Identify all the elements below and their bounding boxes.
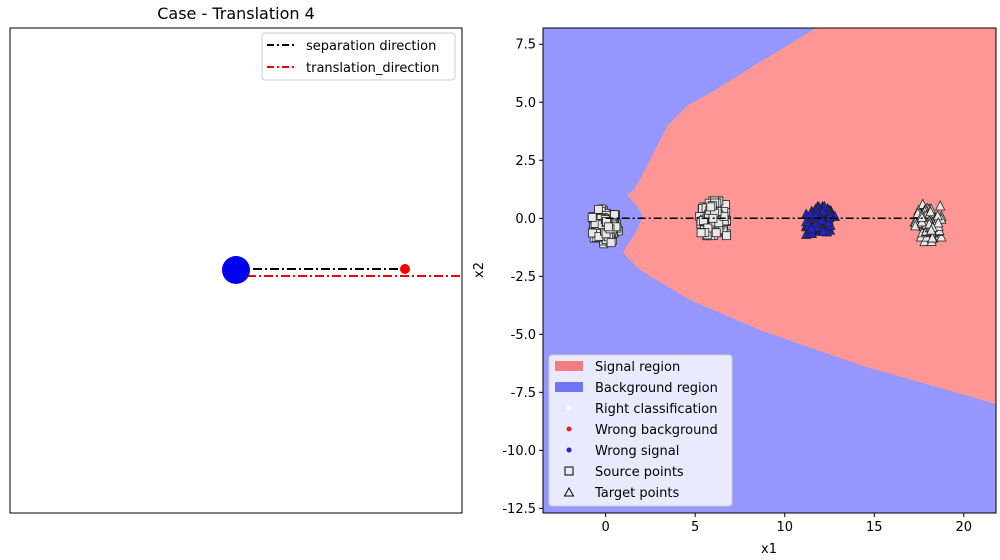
y-tick-label: -10.0 (502, 444, 536, 459)
legend-signal-region-label: Signal region (595, 360, 680, 375)
legend-separation-label: separation direction (306, 39, 436, 54)
source-point (698, 216, 708, 225)
legend-wrong-signal-label: Wrong signal (595, 444, 679, 459)
x-axis-label: x1 (761, 542, 777, 557)
target-point (935, 200, 946, 211)
source-point (587, 212, 597, 222)
source-point (603, 222, 613, 232)
right-plot-frame (542, 27, 997, 514)
target-center-dot (400, 264, 410, 274)
legend-signal-region-swatch (555, 361, 583, 371)
y-axis-label: x2 (472, 262, 487, 278)
x-tick-label: 20 (955, 520, 972, 535)
right-chart: 0 5 10 15 20 -12.5 -10.0 -7.5 -5.0 -2.5 0.0 2.5 5.0 7… (472, 27, 997, 557)
source-point (594, 204, 603, 214)
target-point (927, 232, 938, 243)
y-tick-label: -2.5 (511, 270, 536, 285)
source-point (696, 228, 706, 238)
legend-wrong-signal-marker (566, 447, 572, 453)
legend-wrong-background-marker (566, 426, 572, 432)
legend-source-points-label: Source points (595, 465, 684, 480)
right-axes: 0 5 10 15 20 -12.5 -10.0 -7.5 -5.0 -2.5 0.0 2.5 5.0 7… (502, 38, 972, 535)
target-point (936, 231, 947, 242)
source-point (722, 231, 731, 241)
y-tick-label: -12.5 (502, 502, 536, 517)
left-chart: Case - Translation 4 separation directio… (9, 4, 463, 514)
left-legend-box (261, 32, 456, 81)
source-point (711, 228, 721, 238)
legend-target-points-marker (563, 486, 575, 497)
legend-source-points-marker (564, 466, 574, 476)
x-tick-label: 0 (602, 520, 610, 535)
y-tick-label: 5.0 (515, 96, 536, 111)
source-point (706, 202, 716, 212)
y-tick-label: 0.0 (515, 212, 536, 227)
x-tick-label: 10 (776, 520, 793, 535)
y-tick-label: 7.5 (515, 38, 536, 53)
target-point (818, 225, 829, 236)
y-tick-label: 2.5 (515, 154, 536, 169)
left-legend: separation direction translation_directi… (261, 32, 456, 81)
legend-target-points-label: Target points (594, 486, 680, 501)
legend-right-classification-label: Right classification (595, 402, 717, 417)
legend-background-region-label: Background region (595, 381, 718, 396)
legend-background-region-swatch (555, 382, 583, 392)
target-point (926, 224, 937, 235)
y-tick-label: -7.5 (511, 386, 536, 401)
right-legend-box (548, 354, 733, 507)
target-point (933, 217, 944, 228)
target-point (925, 205, 936, 217)
legend-translation-label: translation_direction (306, 61, 439, 76)
source-point (606, 238, 616, 248)
right-legend: Signal region Background region Right cl… (548, 354, 733, 507)
left-chart-title: Case - Translation 4 (157, 4, 315, 23)
target-point (806, 223, 817, 234)
scatter-points (587, 196, 947, 249)
legend-right-classification-marker (566, 405, 572, 411)
x-tick-label: 5 (691, 520, 699, 535)
source-point (610, 210, 619, 220)
y-tick-label: -5.0 (511, 328, 536, 343)
x-tick-label: 15 (866, 520, 883, 535)
target-point (916, 211, 928, 222)
legend-wrong-background-label: Wrong background (595, 423, 718, 438)
source-center-circle (222, 256, 250, 284)
